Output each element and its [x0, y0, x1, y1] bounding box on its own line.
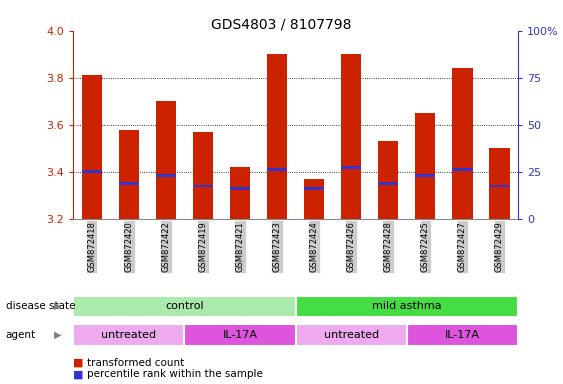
Bar — [82, 170, 102, 173]
Bar — [193, 185, 213, 187]
Text: agent: agent — [6, 330, 36, 340]
Bar — [415, 174, 436, 177]
Text: ■: ■ — [73, 358, 84, 368]
Bar — [452, 168, 472, 171]
Text: GSM872420: GSM872420 — [124, 221, 133, 271]
Bar — [73, 324, 185, 346]
Bar — [341, 166, 361, 169]
Text: ▶: ▶ — [55, 301, 62, 311]
Text: GSM872424: GSM872424 — [310, 221, 319, 271]
Text: GSM872425: GSM872425 — [421, 221, 430, 271]
Text: GSM872421: GSM872421 — [235, 221, 244, 271]
Bar — [230, 187, 250, 190]
Bar — [119, 182, 139, 185]
Bar — [267, 54, 287, 219]
Text: GSM872418: GSM872418 — [87, 221, 96, 271]
Text: mild asthma: mild asthma — [372, 301, 441, 311]
Text: IL-17A: IL-17A — [222, 330, 257, 340]
Bar — [489, 185, 510, 187]
Bar — [378, 141, 399, 219]
Text: ■: ■ — [73, 369, 84, 379]
Bar — [304, 187, 324, 190]
Bar — [406, 324, 518, 346]
Text: GSM872429: GSM872429 — [495, 221, 504, 271]
Text: IL-17A: IL-17A — [445, 330, 480, 340]
Bar — [296, 324, 406, 346]
Text: GSM872427: GSM872427 — [458, 221, 467, 271]
Bar — [155, 101, 176, 219]
Text: control: control — [165, 301, 204, 311]
Bar — [489, 148, 510, 219]
Text: GSM872422: GSM872422 — [162, 221, 171, 271]
Bar — [230, 167, 250, 219]
Text: transformed count: transformed count — [87, 358, 185, 368]
Bar — [378, 182, 399, 185]
Bar — [119, 129, 139, 219]
Bar — [452, 68, 472, 219]
Bar — [304, 179, 324, 219]
Text: GSM872423: GSM872423 — [272, 221, 282, 271]
Bar — [185, 324, 296, 346]
Bar — [296, 296, 518, 317]
Bar — [73, 296, 296, 317]
Text: GSM872428: GSM872428 — [384, 221, 393, 271]
Bar — [193, 132, 213, 219]
Text: GDS4803 / 8107798: GDS4803 / 8107798 — [211, 17, 352, 31]
Bar — [82, 75, 102, 219]
Text: untreated: untreated — [101, 330, 157, 340]
Text: ▶: ▶ — [55, 330, 62, 340]
Text: untreated: untreated — [324, 330, 379, 340]
Bar — [415, 113, 436, 219]
Text: disease state: disease state — [6, 301, 75, 311]
Bar — [155, 174, 176, 177]
Bar — [341, 54, 361, 219]
Text: GSM872419: GSM872419 — [198, 221, 207, 271]
Text: percentile rank within the sample: percentile rank within the sample — [87, 369, 263, 379]
Bar — [267, 168, 287, 171]
Text: GSM872426: GSM872426 — [347, 221, 356, 271]
